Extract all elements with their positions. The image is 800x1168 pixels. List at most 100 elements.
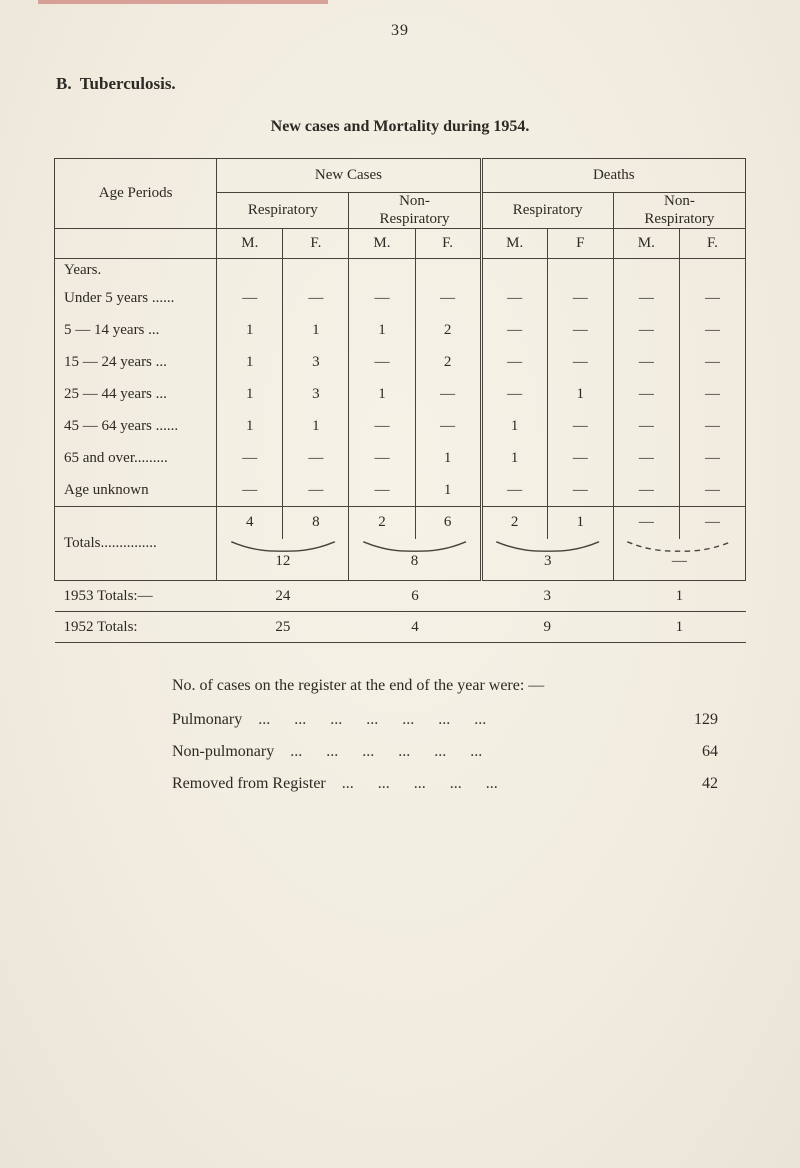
group-total-value: 3 [543, 552, 552, 569]
totals-values-row: Totals............... 4 8 2 6 2 1 — — [53, 506, 747, 581]
group-total-value: — [671, 552, 687, 569]
totals-1953-row: 1953 Totals:— 24 6 3 1 [54, 580, 746, 612]
table-row-under-5: Under 5 years ...... — — — — — — — — [53, 282, 747, 315]
underbrace-icon [362, 540, 467, 552]
totals-cell: 2 [348, 506, 416, 539]
sex-header: F. [282, 228, 349, 259]
totals-1952-row: 1952 Totals: 25 4 9 1 [54, 611, 746, 643]
table-row-45-64: 45 — 64 years ...... 1 1 — — 1 — — — [53, 410, 747, 443]
table-cell: — [546, 410, 614, 443]
table-cell: 1 [546, 378, 614, 411]
prior-year-value: 9 [481, 611, 614, 643]
sex-header: F. [678, 228, 747, 259]
prior-year-value: 25 [216, 611, 349, 643]
register-line-removed: Removed from Register ... ... ... ... ..… [172, 775, 718, 793]
totals-label: Totals............... [53, 506, 217, 581]
totals-cell: 1 [546, 506, 614, 539]
table-cell: — [612, 378, 680, 411]
age-row-label: 25 — 44 years ... [53, 378, 217, 411]
totals-cell: 4 [216, 506, 283, 539]
table-row-25-44: 25 — 44 years ... 1 3 1 — — 1 — — [53, 378, 747, 411]
table-cell: 1 [216, 346, 283, 379]
tuberculosis-table: Age Periods New Cases Deaths Respiratory… [53, 158, 747, 643]
table-cell: — [612, 314, 680, 347]
table-cell: 1 [414, 474, 482, 507]
sex-header: M. [479, 228, 548, 259]
table-cell [216, 258, 283, 283]
group-total-cell: 12 [216, 538, 349, 581]
group-total-value: 8 [410, 552, 419, 569]
totals-group-row: 12 8 3 [55, 538, 747, 581]
table-cell: — [414, 282, 482, 315]
section-heading: B. Tuberculosis. [56, 74, 176, 93]
group-total-value: 12 [275, 552, 291, 569]
table-cell: — [414, 378, 482, 411]
table-cell [348, 258, 416, 283]
table-cell: — [612, 410, 680, 443]
years-label: Years. [53, 258, 217, 283]
table-cell: — [479, 346, 548, 379]
table-cell [282, 258, 349, 283]
table-cell: — [348, 474, 416, 507]
register-item-value: 129 [694, 711, 718, 728]
newcases-respiratory-header: Respiratory [216, 192, 349, 229]
table-cell: 1 [216, 378, 283, 411]
table-cell: — [546, 442, 614, 475]
document-page: 39 B. Tuberculosis. New cases and Mortal… [53, 22, 747, 793]
totals-cell: 6 [414, 506, 482, 539]
group-total-cell: 8 [348, 538, 482, 581]
prior-year-value: 4 [348, 611, 482, 643]
scan-artifact [38, 0, 328, 4]
table-cell: 1 [282, 314, 349, 347]
empty-header-cell [53, 228, 217, 259]
age-row-label: Age unknown [53, 474, 217, 507]
dot-leaders: ... ... ... ... ... ... [290, 743, 483, 760]
table-cell: — [216, 474, 283, 507]
table-cell: — [479, 378, 548, 411]
register-item-label: Non-pulmonary [172, 743, 275, 760]
sex-header: F. [414, 228, 482, 259]
prior-year-value: 3 [481, 580, 614, 612]
header-row-sex: M. F. M. F. M. F M. F. [53, 228, 747, 259]
register-summary: No. of cases on the register at the end … [172, 677, 718, 793]
table-cell: — [216, 442, 283, 475]
sex-header: M. [348, 228, 416, 259]
age-periods-header: Age Periods [53, 158, 217, 229]
table-cell: — [282, 442, 349, 475]
table-cell: 1 [414, 442, 482, 475]
table-cell: 1 [216, 410, 283, 443]
table-cell: 2 [414, 314, 482, 347]
prior-year-label: 1953 Totals:— [54, 580, 217, 612]
table-cell: 1 [348, 378, 416, 411]
group-total-cell: 3 [479, 538, 614, 581]
totals-cell: 2 [479, 506, 548, 539]
totals-cell: — [612, 506, 680, 539]
table-cell: — [282, 474, 349, 507]
prior-year-value: 24 [216, 580, 349, 612]
table-cell: — [348, 410, 416, 443]
table-cell: 3 [282, 346, 349, 379]
table-cell: 1 [479, 410, 548, 443]
sex-header: F [546, 228, 614, 259]
table-cell [678, 258, 747, 283]
table-cell: — [678, 282, 747, 315]
sex-header: M. [216, 228, 283, 259]
table-row-age-unknown: Age unknown — — — 1 — — — — [53, 474, 747, 507]
table-cell: — [612, 346, 680, 379]
table-cell: — [479, 314, 548, 347]
dot-leaders: ... ... ... ... ... ... ... [258, 711, 487, 728]
age-row-label: 15 — 24 years ... [53, 346, 217, 379]
deaths-respiratory-header: Respiratory [479, 192, 614, 229]
underbrace-icon [495, 540, 600, 552]
register-intro: No. of cases on the register at the end … [172, 677, 545, 694]
table-cell: — [479, 474, 548, 507]
table-cell: — [678, 314, 747, 347]
table-cell [414, 258, 482, 283]
table-cell: — [546, 314, 614, 347]
age-row-label: 65 and over......... [53, 442, 217, 475]
new-cases-header: New Cases [216, 158, 482, 193]
table-cell: — [479, 282, 548, 315]
table-cell: — [216, 282, 283, 315]
table-row-5-14: 5 — 14 years ... 1 1 1 2 — — — — [53, 314, 747, 347]
table-cell: — [678, 410, 747, 443]
